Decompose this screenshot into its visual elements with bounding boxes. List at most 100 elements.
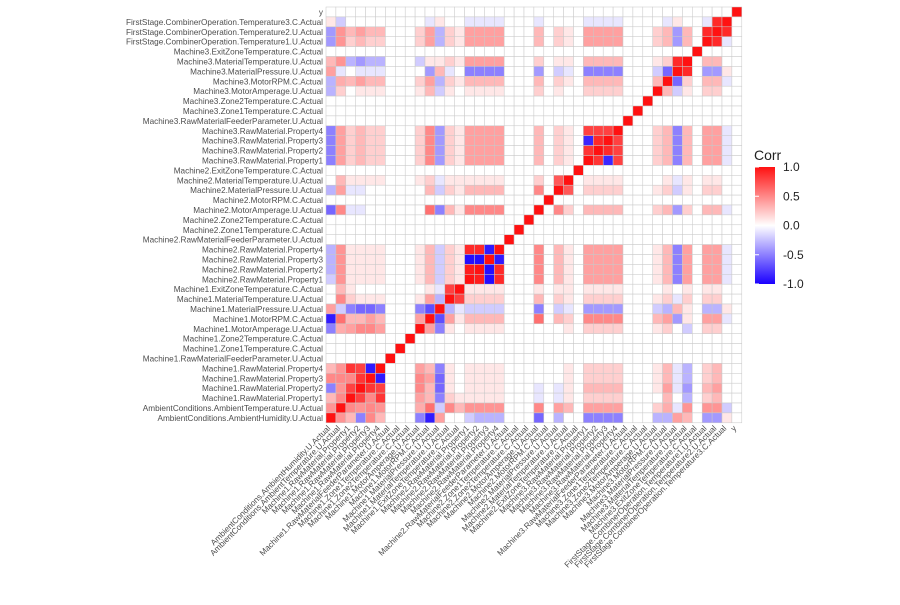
heatmap-cell [494,333,505,344]
heatmap-cell [573,115,584,127]
heatmap-cell [513,264,525,275]
heatmap-cell [474,392,485,404]
heatmap-cell [731,46,743,57]
heatmap-cell [672,333,683,344]
heatmap-cell [731,26,743,37]
heatmap-cell [583,184,594,196]
heatmap-cell [335,363,347,374]
heatmap-cell [345,254,356,265]
heatmap-cell [335,115,347,127]
heatmap-cell [474,66,485,77]
heatmap-cell [593,323,604,334]
heatmap-cell [612,184,624,196]
heatmap-cell [345,155,356,166]
heatmap-cell [642,363,653,374]
heatmap-cell [662,323,673,334]
heatmap-cell [662,254,673,265]
heatmap-cell [434,204,446,216]
heatmap-cell [325,412,337,424]
heatmap-cell [414,194,426,206]
heatmap-cell [573,303,584,315]
heatmap-cell [721,145,733,156]
heatmap-cell [414,105,426,117]
heatmap-cell [563,85,574,97]
y-tick-label: Machine2.MotorRPM.C.Actual [213,196,323,205]
heatmap-cell [395,303,406,315]
heatmap-cell [731,145,743,156]
heatmap-cell [721,293,733,305]
heatmap-cell [533,135,545,146]
heatmap-cell [672,382,683,394]
heatmap-cell [385,36,396,47]
heatmap-cell [533,333,545,344]
heatmap-cell [444,6,455,18]
heatmap-cell [434,56,446,67]
heatmap-cell [484,373,495,384]
heatmap-cell [593,392,604,404]
heatmap-cell [711,105,723,117]
heatmap-cell [672,264,683,275]
heatmap-cell [583,254,594,265]
heatmap-cell [701,313,713,325]
heatmap-cell [682,105,693,117]
heatmap-cell [652,155,663,166]
heatmap-cell [642,224,653,235]
heatmap-cell [662,412,673,424]
heatmap-cell [711,85,723,97]
heatmap-cell [711,224,723,235]
heatmap-cell [602,85,614,97]
heatmap-cell [335,343,347,354]
heatmap-cell [662,274,673,285]
heatmap-cell [513,274,525,285]
heatmap-cell [701,382,713,394]
heatmap-cell [622,412,634,424]
heatmap-cell [701,125,713,136]
heatmap-cell [543,353,554,364]
heatmap-cell [731,283,743,295]
heatmap-cell [533,293,545,305]
heatmap-cell [543,283,554,295]
heatmap-cell [711,165,723,176]
heatmap-cell [424,382,436,394]
heatmap-cell [464,244,475,255]
heatmap-cell [612,76,624,87]
heatmap-cell [672,244,683,255]
heatmap-cell [464,105,475,117]
heatmap-cell [593,95,604,107]
heatmap-cell [721,165,733,176]
heatmap-cell [711,353,723,364]
heatmap-cell [652,264,663,275]
heatmap-cell [573,214,584,226]
heatmap-cell [345,323,356,334]
heatmap-cell [583,323,594,334]
heatmap-cell [424,194,436,206]
heatmap-cell [424,105,436,117]
heatmap-cell [355,16,366,28]
heatmap-cell [622,56,634,67]
heatmap-cell [612,95,624,107]
heatmap-cell [484,135,495,146]
heatmap-cell [602,363,614,374]
heatmap-cell [662,382,673,394]
heatmap-cell [543,46,554,57]
heatmap-cell [682,214,693,226]
y-tick-label: Machine2.ExitZoneTemperature.C.Actual [174,166,323,175]
heatmap-cell [325,392,337,404]
heatmap-cell [553,6,564,18]
heatmap-cell [355,125,366,136]
heatmap-cell [692,145,703,156]
heatmap-cell [474,125,485,136]
heatmap-cell [692,274,703,285]
heatmap-cell [424,244,436,255]
heatmap-cell [612,254,624,265]
heatmap-cell [721,283,733,295]
heatmap-cell [672,303,683,315]
heatmap-cell [533,165,545,176]
heatmap-cell [622,115,634,127]
heatmap-cell [563,155,574,166]
heatmap-cell [513,194,525,206]
heatmap-cell [385,175,396,186]
heatmap-cell [701,95,713,107]
heatmap-cell [355,56,366,67]
